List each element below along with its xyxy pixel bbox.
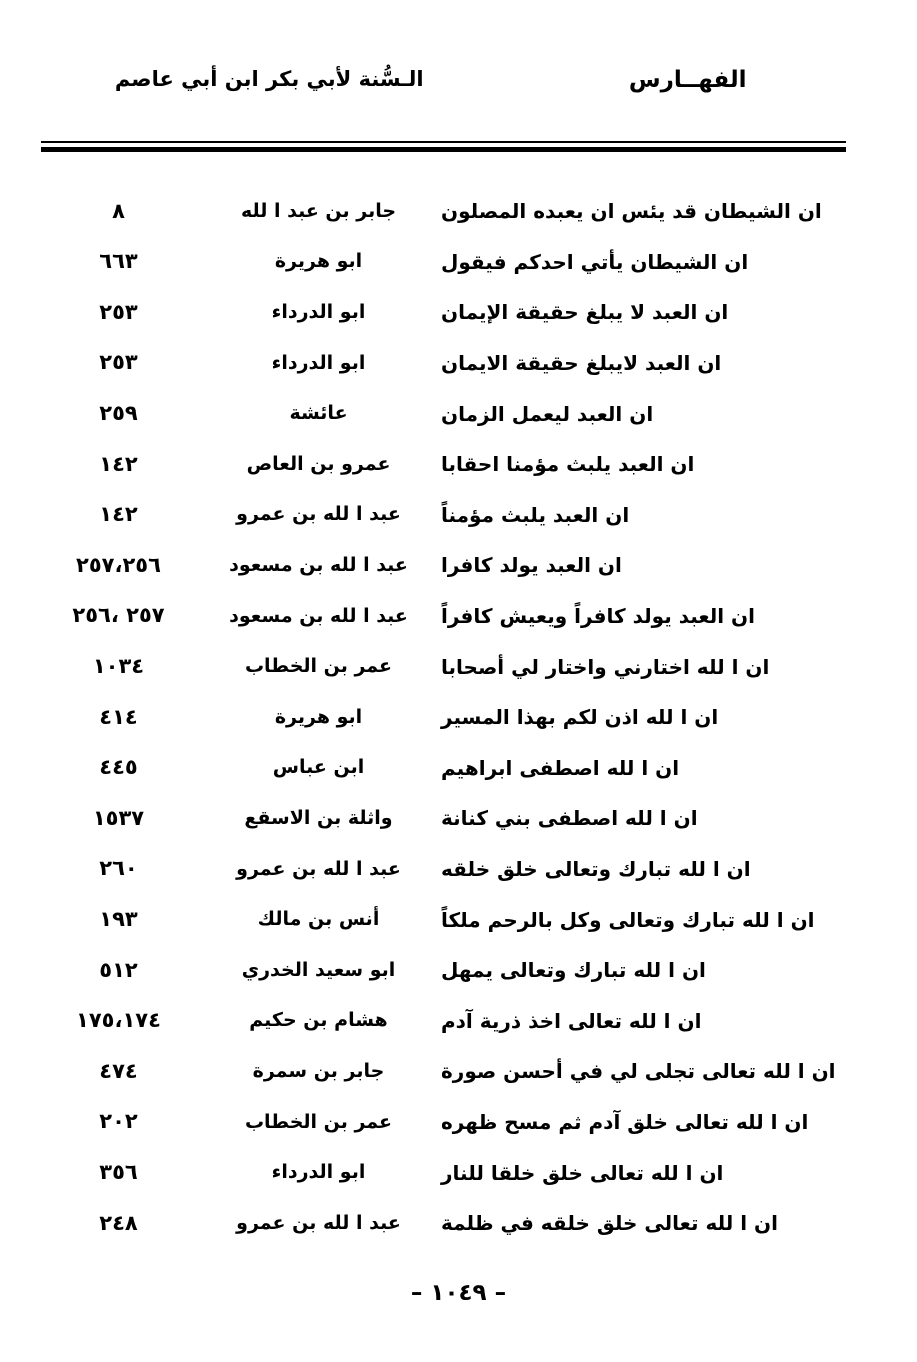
page-number-cell: ٥١٢ bbox=[99, 957, 138, 982]
page-number-cell: ٢٦٠ bbox=[99, 856, 138, 881]
narrator-cell: عبد ا لله بن عمرو bbox=[236, 503, 401, 526]
table-row: ان ا لله تبارك وتعالى يمهل ابو سعيد الخدر… bbox=[41, 945, 871, 996]
table-row: ان ا لله اذن لكم بهذا المسير ابو هريرة ٤١٤ bbox=[41, 692, 871, 743]
page-number-cell: ٢٥٣ bbox=[99, 350, 138, 375]
hadith-title-cell: ان ا لله اصطفى ابراهيم bbox=[441, 755, 680, 780]
narrator-cell: ابو الدرداء bbox=[271, 351, 366, 374]
hadith-title-cell: ان ا لله اصطفى بني كنانة bbox=[441, 806, 698, 831]
hadith-title-cell: ان ا لله تبارك وتعالى يمهل bbox=[441, 958, 706, 983]
table-row: ان ا لله تعالى خلق آدم ثم مسح ظهره عمر بن… bbox=[41, 1097, 871, 1148]
page-number-cell: ٢٥٣ bbox=[99, 299, 138, 324]
table-row: ان العبد يلبث مؤمنا احقابا عمرو بن العاص ١… bbox=[41, 439, 871, 490]
hadith-title-cell: ان الشيطان يأتي احدكم فيقول bbox=[441, 249, 749, 274]
page-number-cell: ٨ bbox=[112, 198, 125, 223]
hadith-title-cell: ان العبد يلبث مؤمناً bbox=[441, 502, 630, 527]
page-number-cell: ١٤٢ bbox=[99, 502, 138, 527]
narrator-cell: ابو هريرة bbox=[274, 250, 363, 273]
table-row: ان ا لله تبارك وتعالى خلق خلقه عبد ا لله … bbox=[41, 844, 871, 895]
narrator-cell: ابو الدرداء bbox=[271, 301, 366, 324]
hadith-title-cell: ان ا لله تبارك وتعالى خلق خلقه bbox=[441, 857, 751, 882]
table-row: ان العبد ليعمل الزمان عائشة ٢٥٩ bbox=[41, 388, 871, 439]
page-number-cell: ٣٥٦ bbox=[99, 1159, 138, 1184]
divider-rule-thick bbox=[41, 147, 846, 152]
table-row: ان ا لله تبارك وتعالى وكل بالرحم ملكاً أن… bbox=[41, 894, 871, 945]
table-row: ان ا لله اختارني واختار لي أصحابا عمر بن … bbox=[41, 641, 871, 692]
page-number-cell: ٢٤٨ bbox=[99, 1210, 138, 1235]
page-number-cell: ٢٠٢ bbox=[99, 1109, 138, 1134]
narrator-cell: جابر بن عبد ا لله bbox=[240, 199, 397, 222]
hadith-title-cell: ان العبد يلبث مؤمنا احقابا bbox=[441, 452, 695, 477]
hadith-title-cell: ان الشيطان قد يئس ان يعبده المصلون bbox=[441, 199, 822, 224]
narrator-cell: عمر بن الخطاب bbox=[244, 655, 393, 678]
narrator-cell: ابن عباس bbox=[272, 756, 365, 779]
page-number-cell: ١٤٢ bbox=[99, 451, 138, 476]
hadith-index-table: ان الشيطان قد يئس ان يعبده المصلون جابر ب… bbox=[41, 186, 871, 1248]
table-row: ان العبد يولد كافرا عبد ا لله بن مسعود ٢٥٧… bbox=[41, 540, 871, 591]
narrator-cell: واثلة بن الاسقع bbox=[244, 807, 393, 830]
table-row: ان ا لله تعالى تجلى لي في أحسن صورة جابر … bbox=[41, 1046, 871, 1097]
page-number-cell: ٤٤٥ bbox=[99, 755, 138, 780]
narrator-cell: أنس بن مالك bbox=[257, 908, 380, 931]
narrator-cell: عبد ا لله بن مسعود bbox=[229, 604, 408, 627]
hadith-title-cell: ان ا لله تعالى خلق خلقا للنار bbox=[441, 1160, 724, 1185]
hadith-title-cell: ان ا لله تعالى خلق آدم ثم مسح ظهره bbox=[441, 1109, 809, 1134]
page-number-cell: ٤٧٤ bbox=[99, 1058, 138, 1083]
header-divider bbox=[41, 141, 846, 152]
table-row: ان ا لله اصطفى ابراهيم ابن عباس ٤٤٥ bbox=[41, 743, 871, 794]
hadith-title-cell: ان العبد يولد كافرا bbox=[441, 553, 622, 578]
hadith-title-cell: ان العبد لايبلغ حقيقة الايمان bbox=[441, 351, 722, 376]
table-row: ان ا لله اصطفى بني كنانة واثلة بن الاسقع ١… bbox=[41, 793, 871, 844]
hadith-title-cell: ان العبد ليعمل الزمان bbox=[441, 401, 654, 426]
table-row: ان العبد يولد كافراً ويعيش كافراً عبد ا ل… bbox=[41, 591, 871, 642]
narrator-cell: عبد ا لله بن عمرو bbox=[236, 1211, 401, 1234]
page-folio-number: – ١٠٤٩ – bbox=[410, 1280, 507, 1306]
page-number-cell: ١٠٣٤ bbox=[92, 654, 145, 679]
hadith-title-cell: ان ا لله اذن لكم بهذا المسير bbox=[441, 705, 719, 730]
hadith-title-cell: ان العبد يولد كافراً ويعيش كافراً bbox=[441, 604, 755, 629]
running-head-book-title: الـسُّنة لأبي بكر ابن أبي عاصم bbox=[114, 67, 424, 91]
narrator-cell: عبد ا لله بن مسعود bbox=[229, 554, 408, 577]
hadith-title-cell: ان ا لله تعالى اخذ ذرية آدم bbox=[441, 1008, 702, 1033]
page-number-cell: ٢٥٧ ،٢٥٦ bbox=[72, 603, 165, 628]
narrator-cell: ابو الدرداء bbox=[271, 1161, 366, 1184]
page-number-cell: ٢٥٩ bbox=[99, 401, 138, 426]
hadith-index-body: ان الشيطان قد يئس ان يعبده المصلون جابر ب… bbox=[41, 186, 871, 1248]
page-number-cell: ٤١٤ bbox=[99, 704, 138, 729]
table-row: ان ا لله تعالى اخذ ذرية آدم هشام بن حكيم ١… bbox=[41, 996, 871, 1047]
narrator-cell: ابو هريرة bbox=[274, 705, 363, 728]
hadith-title-cell: ان ا لله تبارك وتعالى وكل بالرحم ملكاً bbox=[441, 907, 815, 932]
page-number-cell: ١٩٣ bbox=[99, 907, 138, 932]
running-head-section-title: الفهــارس bbox=[628, 67, 747, 93]
narrator-cell: هشام بن حكيم bbox=[249, 1009, 388, 1032]
page-number-cell: ١٧٥،١٧٤ bbox=[76, 1008, 161, 1033]
narrator-cell: عمرو بن العاص bbox=[246, 452, 391, 475]
page-number-cell: ٢٥٧،٢٥٦ bbox=[76, 552, 161, 577]
page-number-cell: ٦٦٣ bbox=[99, 249, 138, 274]
table-row: ان الشيطان يأتي احدكم فيقول ابو هريرة ٦٦٣ bbox=[41, 237, 871, 288]
table-row: ان العبد لا يبلغ حقيقة الإيمان ابو الدردا… bbox=[41, 287, 871, 338]
hadith-title-cell: ان ا لله تعالى خلق خلقه في ظلمة bbox=[441, 1211, 778, 1236]
table-row: ان العبد لايبلغ حقيقة الايمان ابو الدرداء… bbox=[41, 338, 871, 389]
narrator-cell: ابو سعيد الخدري bbox=[241, 958, 396, 981]
narrator-cell: عبد ا لله بن عمرو bbox=[236, 857, 401, 880]
narrator-cell: جابر بن سمرة bbox=[252, 1059, 385, 1082]
divider-rule-thin bbox=[41, 141, 846, 143]
table-row: ان ا لله تعالى خلق خلقه في ظلمة عبد ا لله… bbox=[41, 1198, 871, 1249]
narrator-cell: عائشة bbox=[289, 402, 348, 425]
narrator-cell: عمر بن الخطاب bbox=[244, 1110, 393, 1133]
table-row: ان الشيطان قد يئس ان يعبده المصلون جابر ب… bbox=[41, 186, 871, 237]
page-number-cell: ١٥٣٧ bbox=[92, 805, 145, 830]
hadith-title-cell: ان ا لله اختارني واختار لي أصحابا bbox=[441, 654, 770, 679]
running-head: الـسُّنة لأبي بكر ابن أبي عاصم الفهــارس bbox=[40, 66, 877, 108]
table-row: ان العبد يلبث مؤمناً عبد ا لله بن عمرو ١٤٢ bbox=[41, 490, 871, 541]
hadith-title-cell: ان العبد لا يبلغ حقيقة الإيمان bbox=[441, 300, 729, 325]
table-row: ان ا لله تعالى خلق خلقا للنار ابو الدرداء… bbox=[41, 1147, 871, 1198]
hadith-title-cell: ان ا لله تعالى تجلى لي في أحسن صورة bbox=[441, 1059, 836, 1084]
